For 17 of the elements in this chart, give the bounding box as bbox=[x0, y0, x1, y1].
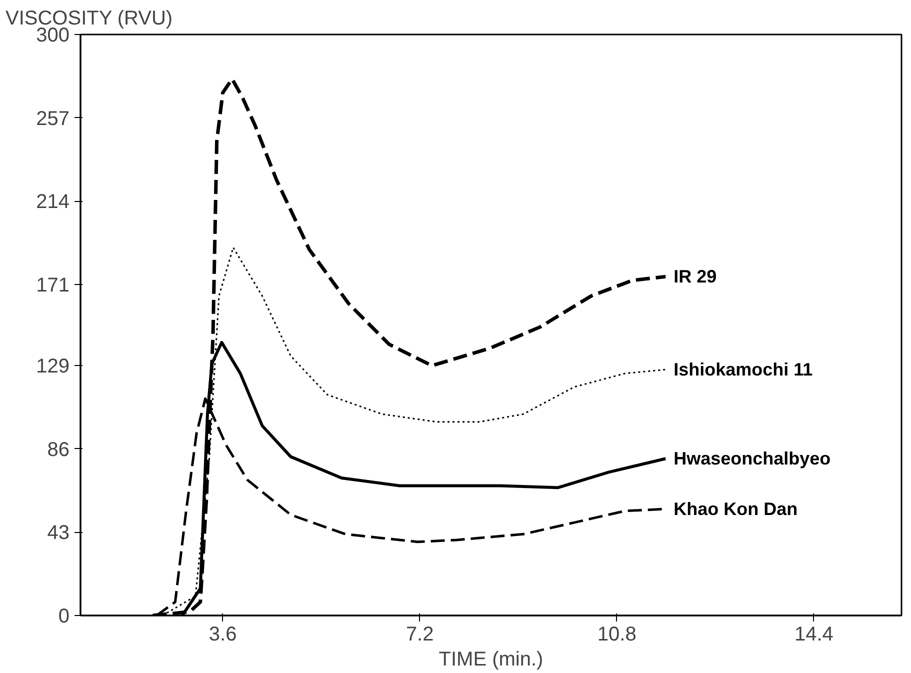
y-tick-label: 86 bbox=[47, 438, 70, 461]
y-tick-label: 43 bbox=[47, 522, 70, 544]
y-tick-label: 300 bbox=[36, 24, 70, 46]
x-tick-label: 7.2 bbox=[406, 624, 434, 646]
y-tick-label: 214 bbox=[36, 191, 70, 214]
y-tick-label: 257 bbox=[36, 108, 70, 130]
series-label: Ishiokamochi 11 bbox=[674, 360, 813, 380]
x-tick-label: 10.8 bbox=[597, 624, 636, 646]
x-axis-title: TIME (min.) bbox=[438, 648, 544, 670]
series-label: Khao Kon Dan bbox=[674, 498, 798, 519]
x-tick-label: 14.4 bbox=[794, 624, 834, 646]
y-tick-label: 129 bbox=[36, 356, 70, 378]
series-label: IR 29 bbox=[674, 266, 717, 287]
series-label: Hwaseonchalbyeo bbox=[674, 448, 831, 469]
y-tick-label: 0 bbox=[58, 606, 70, 628]
y-tick-label: 171 bbox=[36, 274, 70, 296]
x-tick-label: 3.6 bbox=[208, 624, 237, 646]
